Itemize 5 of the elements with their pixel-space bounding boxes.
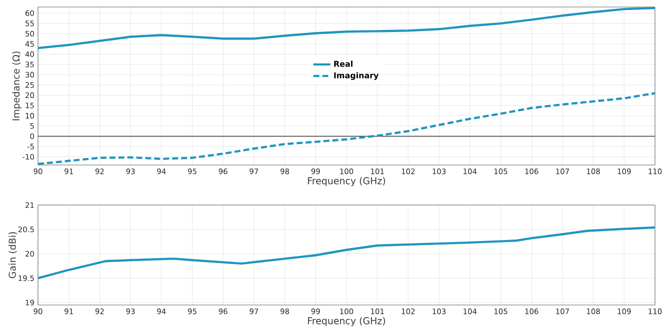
y-axis-title: Gain (dBi) bbox=[8, 232, 17, 278]
line-series bbox=[38, 6, 656, 50]
x-axis-title: Frequency (GHz) bbox=[308, 317, 386, 326]
x-axis-title: Frequency (GHz) bbox=[308, 177, 386, 186]
y-axis-title: Impedance (Ω) bbox=[12, 52, 22, 120]
